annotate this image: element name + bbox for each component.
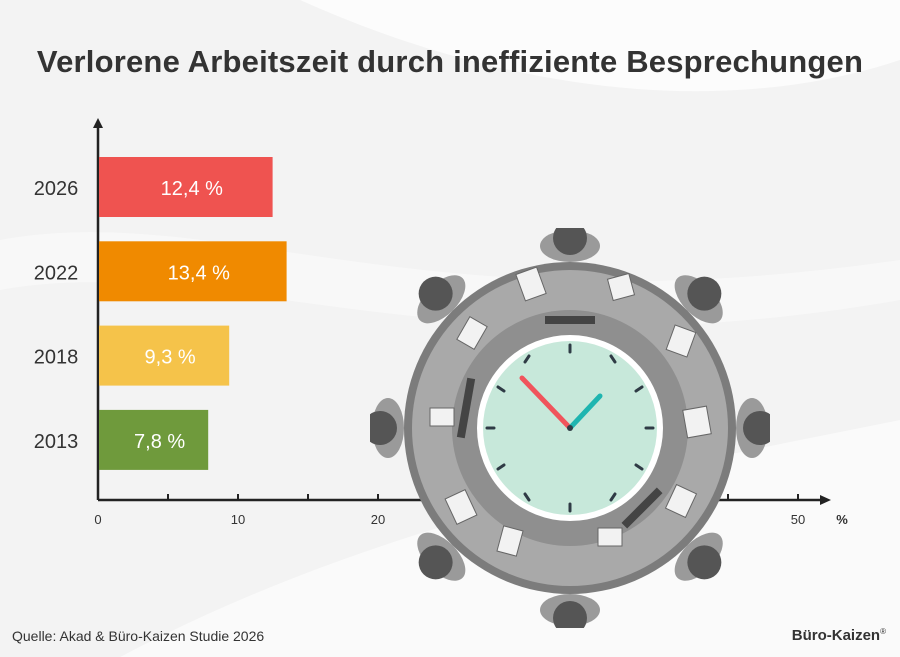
bar bbox=[99, 325, 230, 386]
x-axis-unit: % bbox=[836, 512, 848, 527]
category-label: 2026 bbox=[34, 178, 79, 200]
clock-minute-hand bbox=[519, 375, 573, 431]
x-tick-label: 50 bbox=[791, 512, 805, 527]
brand-name: Büro-Kaizen bbox=[791, 627, 881, 644]
bar-value-label: 9,3 % bbox=[145, 347, 196, 369]
clock-hour-hand bbox=[567, 393, 603, 431]
category-label: 2022 bbox=[34, 262, 79, 284]
bar-value-label: 7,8 % bbox=[134, 431, 185, 453]
brand-logo: Büro-Kaizen® bbox=[792, 627, 886, 644]
meeting-table-illustration bbox=[370, 228, 770, 628]
table-papers bbox=[429, 266, 712, 557]
bar bbox=[99, 157, 273, 217]
bar bbox=[99, 409, 209, 470]
category-label: 2013 bbox=[34, 431, 79, 453]
brand-mark: ® bbox=[880, 627, 886, 636]
bar-value-label: 12,4 % bbox=[161, 178, 223, 200]
bar-series: 2026 12,4 % 2022 13,4 % 2018 9,3 % 2013 7,8 % bbox=[34, 157, 287, 470]
x-axis-arrow bbox=[820, 495, 831, 505]
people-icons bbox=[370, 228, 770, 628]
source-note: Quelle: Akad & Büro-Kaizen Studie 2026 bbox=[12, 628, 265, 644]
clock-ticks bbox=[485, 343, 655, 513]
category-label: 2018 bbox=[34, 347, 79, 369]
bar-value-label: 13,4 % bbox=[168, 262, 230, 284]
x-tick-label: 20 bbox=[371, 512, 385, 527]
bar bbox=[99, 241, 287, 302]
chart-title: Verlorene Arbeitszeit durch ineffiziente… bbox=[36, 44, 864, 79]
x-tick-label: 0 bbox=[94, 512, 101, 527]
y-axis-arrow bbox=[93, 118, 103, 128]
x-tick-label: 10 bbox=[231, 512, 245, 527]
